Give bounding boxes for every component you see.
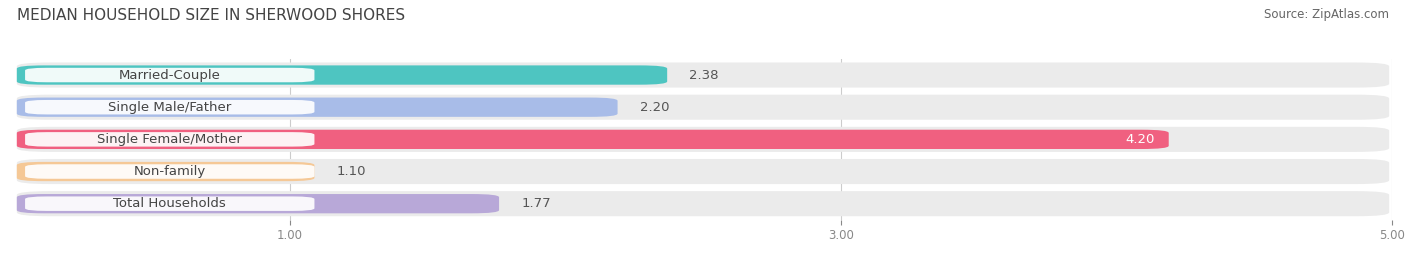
FancyBboxPatch shape bbox=[25, 164, 315, 179]
Text: Single Female/Mother: Single Female/Mother bbox=[97, 133, 242, 146]
Text: 4.20: 4.20 bbox=[1126, 133, 1154, 146]
FancyBboxPatch shape bbox=[17, 127, 1389, 152]
Text: Married-Couple: Married-Couple bbox=[120, 69, 221, 81]
FancyBboxPatch shape bbox=[17, 95, 1389, 120]
FancyBboxPatch shape bbox=[17, 130, 1168, 149]
FancyBboxPatch shape bbox=[25, 132, 315, 147]
Text: Total Households: Total Households bbox=[114, 197, 226, 210]
FancyBboxPatch shape bbox=[17, 191, 1389, 216]
FancyBboxPatch shape bbox=[25, 196, 315, 211]
FancyBboxPatch shape bbox=[17, 62, 1389, 88]
Text: 2.38: 2.38 bbox=[689, 69, 718, 81]
FancyBboxPatch shape bbox=[17, 159, 1389, 184]
Text: Source: ZipAtlas.com: Source: ZipAtlas.com bbox=[1264, 8, 1389, 21]
FancyBboxPatch shape bbox=[17, 162, 315, 181]
Text: Non-family: Non-family bbox=[134, 165, 205, 178]
Text: 1.10: 1.10 bbox=[336, 165, 366, 178]
FancyBboxPatch shape bbox=[17, 194, 499, 213]
FancyBboxPatch shape bbox=[17, 65, 668, 85]
FancyBboxPatch shape bbox=[25, 68, 315, 82]
FancyBboxPatch shape bbox=[17, 98, 617, 117]
Text: MEDIAN HOUSEHOLD SIZE IN SHERWOOD SHORES: MEDIAN HOUSEHOLD SIZE IN SHERWOOD SHORES bbox=[17, 8, 405, 23]
Text: Single Male/Father: Single Male/Father bbox=[108, 101, 232, 114]
FancyBboxPatch shape bbox=[25, 100, 315, 114]
Text: 2.20: 2.20 bbox=[640, 101, 669, 114]
Text: 1.77: 1.77 bbox=[522, 197, 551, 210]
